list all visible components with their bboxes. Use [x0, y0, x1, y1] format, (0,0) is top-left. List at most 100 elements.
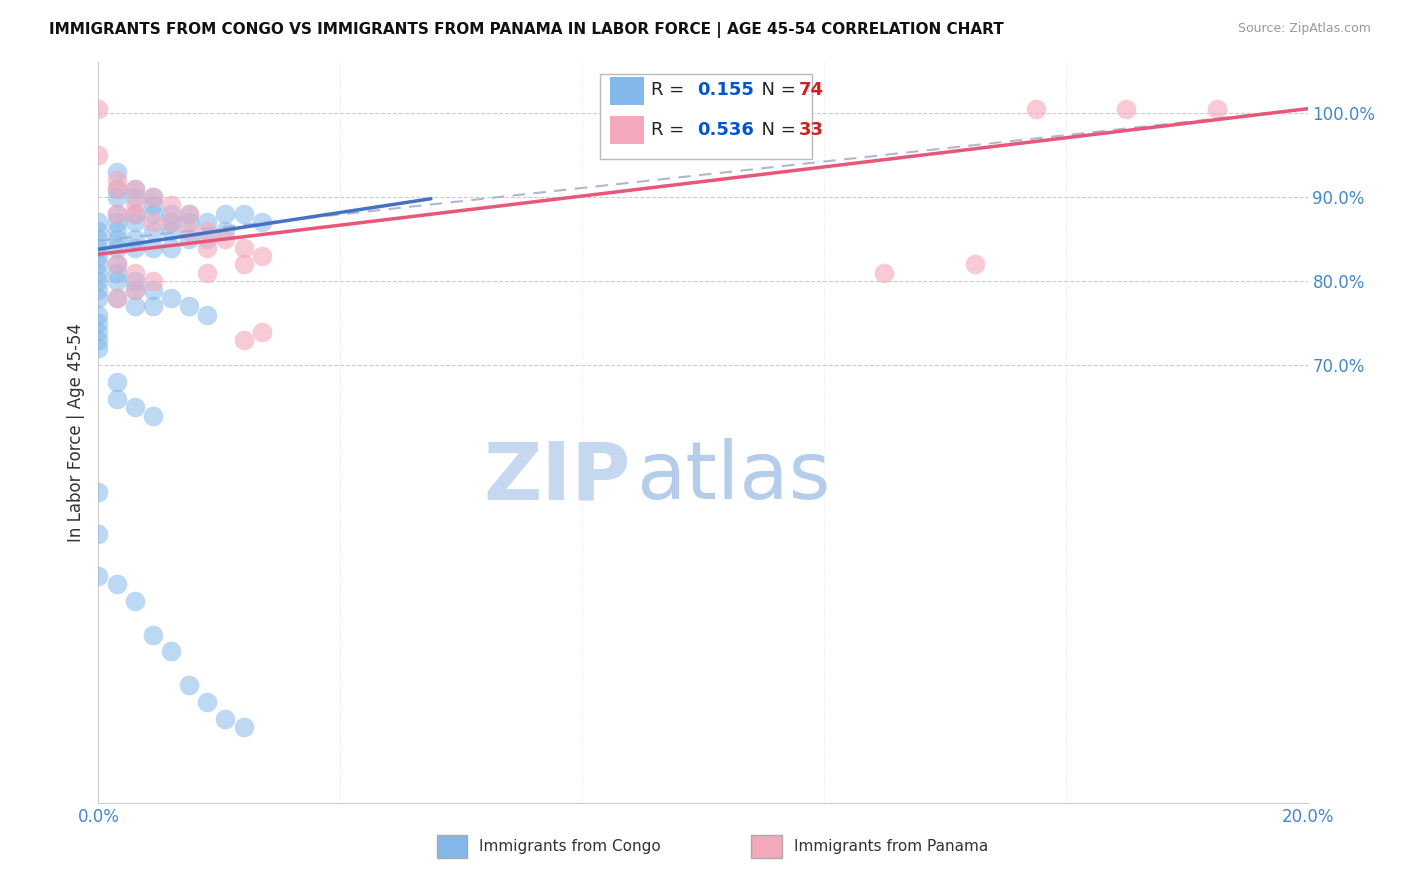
- Point: [142, 207, 165, 221]
- Point: [179, 207, 201, 221]
- Point: [160, 240, 183, 255]
- Point: [87, 484, 110, 499]
- Point: [87, 342, 110, 356]
- Point: [250, 249, 273, 263]
- Point: [124, 283, 146, 297]
- Point: [87, 215, 110, 229]
- Point: [195, 232, 218, 246]
- Point: [124, 240, 146, 255]
- Point: [142, 274, 165, 288]
- Point: [142, 283, 165, 297]
- Point: [160, 224, 183, 238]
- Point: [124, 215, 146, 229]
- Point: [105, 257, 128, 271]
- Point: [105, 173, 128, 187]
- Text: atlas: atlas: [637, 438, 831, 516]
- Point: [142, 240, 165, 255]
- Point: [1206, 102, 1229, 116]
- Point: [105, 224, 128, 238]
- Point: [160, 291, 183, 305]
- Point: [105, 577, 128, 591]
- Point: [87, 291, 110, 305]
- Point: [87, 257, 110, 271]
- Point: [179, 215, 201, 229]
- Text: 33: 33: [799, 120, 824, 139]
- Text: Source: ZipAtlas.com: Source: ZipAtlas.com: [1237, 22, 1371, 36]
- Point: [179, 678, 201, 692]
- Text: R =: R =: [651, 120, 690, 139]
- Point: [124, 283, 146, 297]
- Point: [124, 266, 146, 280]
- Point: [87, 266, 110, 280]
- Point: [124, 594, 146, 608]
- Point: [87, 333, 110, 347]
- Point: [179, 224, 201, 238]
- Point: [105, 274, 128, 288]
- Text: ZIP: ZIP: [484, 438, 630, 516]
- Point: [105, 291, 128, 305]
- Point: [195, 215, 218, 229]
- Point: [124, 232, 146, 246]
- Text: 0.536: 0.536: [697, 120, 754, 139]
- FancyBboxPatch shape: [610, 116, 644, 144]
- Point: [142, 215, 165, 229]
- Text: 74: 74: [799, 81, 824, 99]
- Point: [87, 224, 110, 238]
- Point: [232, 720, 254, 734]
- Point: [250, 215, 273, 229]
- Text: N =: N =: [751, 81, 801, 99]
- Point: [195, 240, 218, 255]
- Point: [124, 198, 146, 212]
- Point: [124, 190, 146, 204]
- Text: Immigrants from Panama: Immigrants from Panama: [793, 839, 988, 854]
- Point: [1024, 102, 1046, 116]
- Point: [87, 240, 110, 255]
- Point: [232, 257, 254, 271]
- Point: [105, 291, 128, 305]
- Point: [160, 644, 183, 658]
- Point: [124, 401, 146, 415]
- Point: [160, 215, 183, 229]
- FancyBboxPatch shape: [751, 835, 782, 858]
- Point: [87, 325, 110, 339]
- Point: [160, 207, 183, 221]
- Point: [179, 232, 201, 246]
- Point: [873, 266, 896, 280]
- Point: [105, 181, 128, 195]
- Point: [105, 375, 128, 389]
- Point: [214, 207, 236, 221]
- Point: [124, 181, 146, 195]
- Point: [87, 316, 110, 330]
- Point: [105, 266, 128, 280]
- Point: [87, 232, 110, 246]
- Point: [232, 240, 254, 255]
- Point: [142, 409, 165, 423]
- Point: [250, 325, 273, 339]
- Point: [87, 308, 110, 322]
- Point: [142, 190, 165, 204]
- Point: [87, 283, 110, 297]
- Point: [142, 190, 165, 204]
- Point: [87, 148, 110, 162]
- FancyBboxPatch shape: [600, 73, 811, 159]
- Point: [87, 274, 110, 288]
- Point: [105, 190, 128, 204]
- Point: [87, 526, 110, 541]
- Point: [214, 232, 236, 246]
- Point: [195, 224, 218, 238]
- FancyBboxPatch shape: [437, 835, 467, 858]
- Point: [105, 207, 128, 221]
- Point: [142, 224, 165, 238]
- Point: [214, 712, 236, 726]
- Point: [105, 215, 128, 229]
- Text: IMMIGRANTS FROM CONGO VS IMMIGRANTS FROM PANAMA IN LABOR FORCE | AGE 45-54 CORRE: IMMIGRANTS FROM CONGO VS IMMIGRANTS FROM…: [49, 22, 1004, 38]
- Point: [105, 240, 128, 255]
- Point: [105, 165, 128, 179]
- Point: [124, 300, 146, 314]
- Point: [214, 224, 236, 238]
- Point: [195, 266, 218, 280]
- Text: Immigrants from Congo: Immigrants from Congo: [479, 839, 661, 854]
- Point: [105, 257, 128, 271]
- Point: [195, 695, 218, 709]
- Point: [124, 207, 146, 221]
